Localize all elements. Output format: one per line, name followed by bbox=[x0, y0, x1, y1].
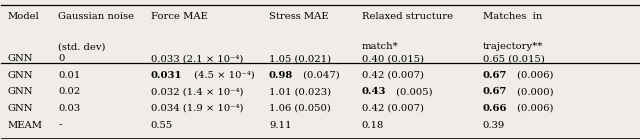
Text: (std. dev): (std. dev) bbox=[58, 42, 106, 51]
Text: 0.98: 0.98 bbox=[269, 71, 293, 80]
Text: 0.42 (0.007): 0.42 (0.007) bbox=[362, 104, 424, 113]
Text: 0.55: 0.55 bbox=[151, 121, 173, 130]
Text: 0.39: 0.39 bbox=[483, 121, 505, 130]
Text: Matches  in: Matches in bbox=[483, 12, 542, 21]
Text: 0.43: 0.43 bbox=[362, 87, 386, 96]
Text: 0.66: 0.66 bbox=[483, 104, 508, 113]
Text: Gaussian noise: Gaussian noise bbox=[58, 12, 134, 21]
Text: Relaxed structure: Relaxed structure bbox=[362, 12, 452, 21]
Text: 0.67: 0.67 bbox=[483, 71, 508, 80]
Text: GNN: GNN bbox=[7, 87, 33, 96]
Text: (0.047): (0.047) bbox=[300, 71, 340, 80]
Text: match*: match* bbox=[362, 42, 398, 51]
Text: 0.18: 0.18 bbox=[362, 121, 384, 130]
Text: 1.06 (0.050): 1.06 (0.050) bbox=[269, 104, 331, 113]
Text: 0.40 (0.015): 0.40 (0.015) bbox=[362, 54, 424, 63]
Text: (0.000): (0.000) bbox=[514, 87, 554, 96]
Text: GNN: GNN bbox=[7, 71, 33, 80]
Text: Stress MAE: Stress MAE bbox=[269, 12, 328, 21]
Text: Model: Model bbox=[7, 12, 39, 21]
Text: MEAM: MEAM bbox=[7, 121, 42, 130]
Text: trajectory**: trajectory** bbox=[483, 42, 543, 51]
Text: 0.01: 0.01 bbox=[58, 71, 81, 80]
Text: 0.67: 0.67 bbox=[483, 87, 508, 96]
Text: 0.031: 0.031 bbox=[151, 71, 182, 80]
Text: 9.11: 9.11 bbox=[269, 121, 291, 130]
Text: (0.005): (0.005) bbox=[393, 87, 433, 96]
Text: 0.03: 0.03 bbox=[58, 104, 81, 113]
Text: 0.42 (0.007): 0.42 (0.007) bbox=[362, 71, 424, 80]
Text: 0.02: 0.02 bbox=[58, 87, 81, 96]
Text: 0: 0 bbox=[58, 54, 65, 63]
Text: 1.05 (0.021): 1.05 (0.021) bbox=[269, 54, 331, 63]
Text: GNN: GNN bbox=[7, 104, 33, 113]
Text: (0.006): (0.006) bbox=[514, 71, 554, 80]
Text: -: - bbox=[58, 121, 61, 130]
Text: 0.65 (0.015): 0.65 (0.015) bbox=[483, 54, 545, 63]
Text: 1.01 (0.023): 1.01 (0.023) bbox=[269, 87, 331, 96]
Text: Force MAE: Force MAE bbox=[151, 12, 207, 21]
Text: GNN: GNN bbox=[7, 54, 33, 63]
Text: 0.032 (1.4 × 10⁻⁴): 0.032 (1.4 × 10⁻⁴) bbox=[151, 87, 243, 96]
Text: 0.033 (2.1 × 10⁻⁴): 0.033 (2.1 × 10⁻⁴) bbox=[151, 54, 243, 63]
Text: (4.5 × 10⁻⁴): (4.5 × 10⁻⁴) bbox=[191, 71, 255, 80]
Text: 0.034 (1.9 × 10⁻⁴): 0.034 (1.9 × 10⁻⁴) bbox=[151, 104, 243, 113]
Text: (0.006): (0.006) bbox=[515, 104, 554, 113]
